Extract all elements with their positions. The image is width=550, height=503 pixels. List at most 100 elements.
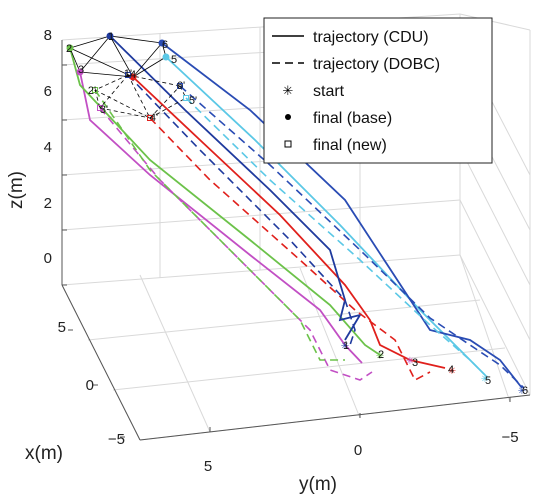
grid-line [61,254,461,286]
start-label: 6 [522,385,528,397]
final-base-marker [76,68,84,76]
final-new-marker [92,87,98,93]
start-marker: ✳ [376,351,384,362]
grid-line [299,267,361,419]
trajectory-dobc-2 [94,89,345,361]
y-tick-label: −5 [501,429,518,446]
formation-new-edge [94,74,129,91]
final-base-marker [106,32,114,40]
trajectory-cdu-3 [79,71,363,364]
grid-line [61,199,461,231]
trajectory-layer [69,35,525,389]
formation-base-edge [132,42,163,78]
formation-base-edge [79,71,134,78]
legend-entry-label: final (base) [313,110,392,127]
final-base-marker [162,53,170,61]
z-tick-label: 4 [44,139,52,156]
final-new-label: 2' [88,85,96,97]
y-tick-label: 5 [204,458,212,475]
formation-new-edge [127,74,181,87]
x-tick-label: 5 [58,319,66,336]
start-label: 3 [412,357,418,369]
formation-base-edge [109,35,163,44]
grid-line [459,199,531,341]
start-marker: ✳ [448,366,456,377]
z-axis-label: z(m) [6,171,27,209]
grid-layer [61,13,531,441]
final-base-marker [129,73,137,81]
start-marker: ✳ [518,386,526,397]
formation-new-edge [99,74,129,109]
final-new-marker [125,72,131,78]
legend-entry-label: start [313,83,345,100]
final-new-label: 6' [177,80,185,92]
legend-asterisk-icon: ✳ [283,84,294,99]
grid-line [459,254,511,403]
z-tick-label: 8 [44,27,52,44]
formation-base-edge [69,35,111,49]
final-base-label: 3 [78,64,84,76]
formation-base-edge [69,47,134,78]
final-base-label: 2 [66,43,72,55]
final-new-marker [183,95,189,101]
final-base-label: 6 [162,39,168,51]
final-base-marker [158,39,166,47]
legend-entry-label: trajectory (CDU) [313,29,429,46]
grid-line [87,299,481,341]
trajectory-cdu-5 [165,56,486,376]
trajectory-cdu-4 [132,76,446,369]
z-tick-label: 2 [44,195,52,212]
grid-line [459,13,531,31]
formation-new-edge [127,74,151,119]
formation-new-edge [94,89,151,119]
final-new-marker [97,105,103,111]
formation-base-edge [132,56,167,78]
final-base-label: 5 [171,54,177,66]
trajectory-cdu-6 [161,42,523,389]
y-axis-line [139,394,531,441]
trajectory-cdu-2 [69,47,381,356]
y-tick-label: 0 [354,442,362,459]
x-tick-label: 0 [86,377,94,394]
trajectory-cdu-1 [109,35,362,341]
x-tick-label: −5 [108,431,125,448]
final-base-marker [66,44,74,52]
grid-line [459,254,531,396]
final-new-marker [177,83,183,89]
trajectory-dobc-6 [179,85,525,389]
legend-box [263,17,493,164]
legend: trajectory (CDU) trajectory (DOBC) ✳ sta… [263,17,493,164]
x-axis-label: x(m) [25,443,63,464]
final-new-label: 5' [189,95,197,107]
formation-new-edge [149,85,181,119]
final-new-label: 1' [124,68,132,80]
final-new-label: 3' [100,104,108,116]
legend-entry-label: final (new) [313,137,387,154]
z-tick-label: 0 [44,250,52,267]
x-axis-line [61,284,141,441]
final-base-label: 1 [108,31,114,43]
start-marker: ✳ [341,341,349,352]
legend-dot-icon [285,114,291,120]
start-label: 5 [485,375,491,387]
trajectory-dobc-5 [185,97,491,381]
start-marker: ✳ [406,356,414,367]
formation-base-edge [79,35,111,73]
start-label: 2 [378,349,384,361]
grid-line [459,147,531,286]
y-axis-label: y(m) [299,474,337,495]
formation-base-edge [109,35,134,78]
formation-layer: ✳ ✳ ✳ ✳ ✳ ✳ [66,32,526,397]
final-new-label: 4' [150,112,158,124]
z-tick-label: 6 [44,83,52,100]
start-marker: ✳ [481,374,489,385]
legend-square-icon [284,140,292,148]
start-label: 1 [343,340,349,352]
final-new-marker [147,115,153,121]
formation-new-edge [99,107,151,119]
grid-line [112,347,506,391]
final-base-label: 4 [130,69,136,81]
formation-base-edge [69,47,81,73]
